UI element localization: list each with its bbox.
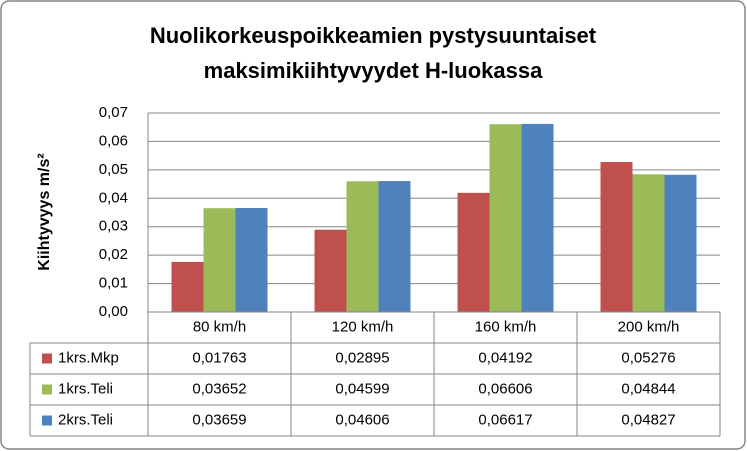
table-value: 0,06617: [478, 411, 532, 428]
bar: [632, 174, 665, 312]
x-tick-label: 160 km/h: [475, 318, 537, 335]
table-value: 0,04606: [335, 411, 389, 428]
bar: [600, 162, 633, 312]
y-tick-label: 0,02: [99, 246, 128, 263]
bar: [346, 181, 379, 312]
table-value: 0,04599: [335, 380, 389, 397]
legend-key: [42, 415, 52, 426]
y-tick-label: 0,00: [99, 303, 128, 320]
table-value: 0,02895: [335, 349, 389, 366]
bar: [489, 124, 522, 312]
table-value: 0,03652: [192, 380, 246, 397]
table-value: 0,05276: [621, 349, 675, 366]
x-tick-label: 120 km/h: [332, 318, 394, 335]
x-tick-label: 80 km/h: [193, 318, 246, 335]
x-tick-label: 200 km/h: [618, 318, 680, 335]
bar: [664, 174, 697, 312]
bar: [378, 181, 411, 312]
bar: [235, 207, 268, 312]
table-value: 0,04844: [621, 380, 675, 397]
legend-label: 1krs.Teli: [58, 380, 113, 397]
y-axis-label: Kiihtyvyys m/s²: [36, 153, 53, 270]
chart-title: maksimikiihtyvyydet H-luokassa: [204, 58, 543, 83]
y-tick-label: 0,07: [99, 104, 128, 121]
y-tick-label: 0,03: [99, 218, 128, 235]
bar: [521, 123, 554, 312]
table-value: 0,03659: [192, 411, 246, 428]
bar: [314, 229, 347, 312]
table-value: 0,04827: [621, 411, 675, 428]
chart-title: Nuolikorkeuspoikkeamien pystysuuntaiset: [150, 23, 597, 48]
table-value: 0,01763: [192, 349, 246, 366]
y-tick-label: 0,01: [99, 275, 128, 292]
table-value: 0,06606: [478, 380, 532, 397]
bar: [457, 192, 490, 312]
bar: [171, 261, 204, 312]
y-tick-label: 0,06: [99, 132, 128, 149]
y-tick-label: 0,05: [99, 161, 128, 178]
legend-key: [42, 384, 52, 395]
legend-label: 2krs.Teli: [58, 411, 113, 428]
y-tick-label: 0,04: [99, 189, 128, 206]
legend-label: 1krs.Mkp: [58, 349, 119, 366]
bar: [203, 208, 236, 312]
legend-key: [42, 353, 52, 364]
table-value: 0,04192: [478, 349, 532, 366]
